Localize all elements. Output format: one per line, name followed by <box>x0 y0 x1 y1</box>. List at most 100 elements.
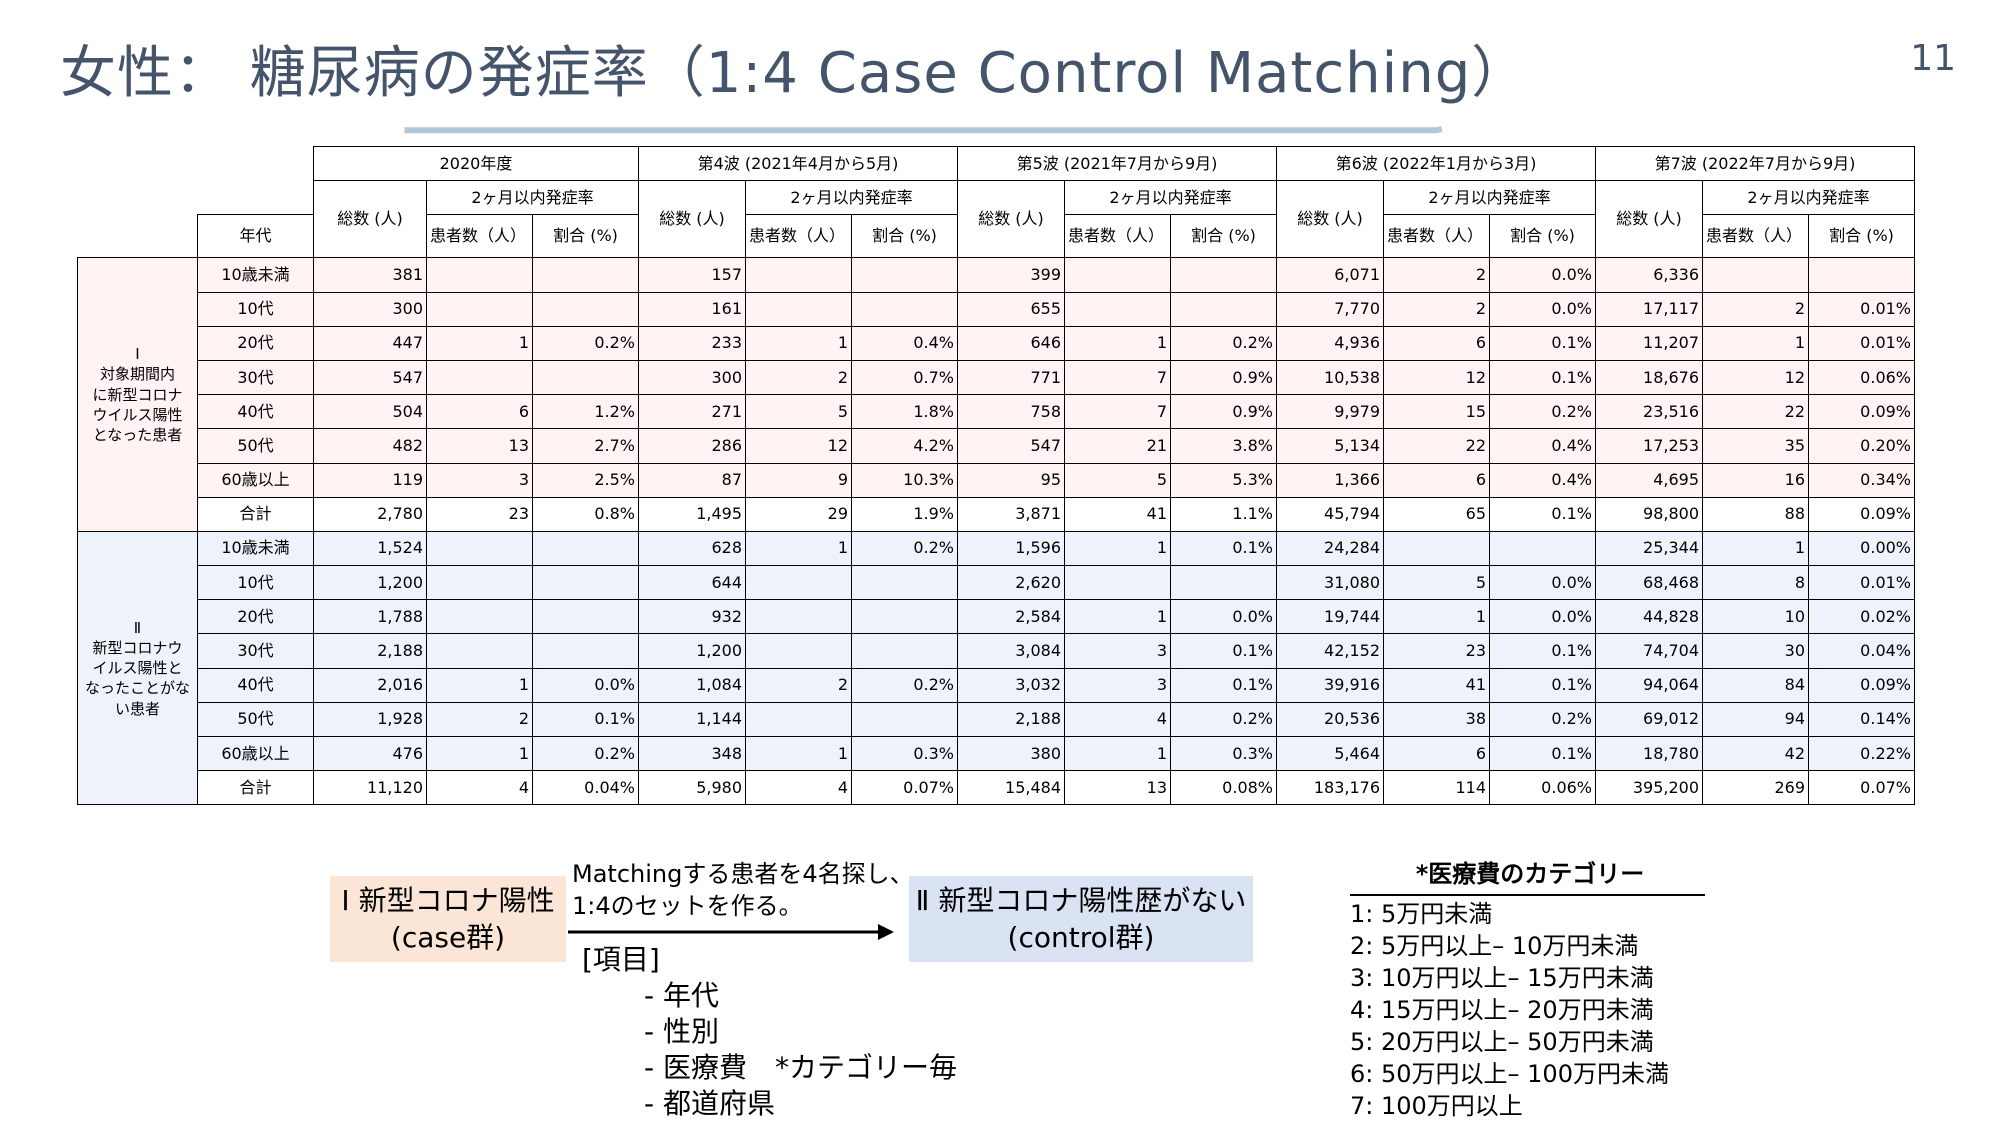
value-cell <box>426 633 533 669</box>
value-cell <box>745 257 852 293</box>
value-cell: 13 <box>1064 770 1171 806</box>
value-cell: 1 <box>426 667 533 703</box>
value-cell: 30 <box>1702 633 1809 669</box>
age-cell: 20代 <box>197 325 314 361</box>
group-label: Ⅰ 対象期間内 に新型コロナ ウイルス陽性 となった患者 <box>77 257 198 532</box>
table-row: 40代 504 6 1.2% 271 5 1.8% 758 7 0.9% 9,979 15 0.2% 23… <box>78 394 1915 430</box>
value-cell: 0.00% <box>1808 530 1915 567</box>
incidence-header: 2ヶ月以内発症率 <box>1383 180 1596 216</box>
value-cell <box>851 701 958 738</box>
age-cell: 30代 <box>197 633 314 669</box>
value-cell: 655 <box>957 291 1065 327</box>
value-cell: 0.4% <box>851 325 958 361</box>
value-cell: 0.07% <box>1808 770 1915 806</box>
header-blank <box>77 214 198 258</box>
value-cell: 12 <box>745 428 852 464</box>
patients-header: 患者数（人） <box>426 214 533 259</box>
value-cell: 4,936 <box>1276 325 1384 361</box>
value-cell: 0.3% <box>851 735 958 772</box>
value-cell: 447 <box>313 325 427 361</box>
value-cell: 0.07% <box>851 770 958 806</box>
incidence-header: 2ヶ月以内発症率 <box>426 180 639 216</box>
value-cell <box>532 359 639 396</box>
value-cell: 380 <box>957 735 1065 772</box>
cost-category-legend: *医療費のカテゴリー 1: 5万円未満 2: 5万円以上– 10万円未満 3: … <box>1350 858 1710 1122</box>
value-cell: 22 <box>1702 394 1809 430</box>
value-cell: 0.1% <box>1489 359 1596 396</box>
value-cell: 0.02% <box>1808 599 1915 635</box>
incidence-header: 2ヶ月以内発症率 <box>1064 180 1277 216</box>
age-cell: 50代 <box>197 428 314 464</box>
case-box-line1: Ⅰ 新型コロナ陽性 <box>341 884 555 917</box>
value-cell: 0.4% <box>1489 462 1596 498</box>
value-cell: 0.0% <box>1489 257 1596 293</box>
table-row: 10代 300 161 655 7,770 2 0.0% 17,117 2 0.01% <box>78 291 1915 327</box>
value-cell: 35 <box>1702 428 1809 464</box>
value-cell <box>1808 257 1915 293</box>
total-header: 総数 (人) <box>1276 180 1384 259</box>
value-cell: 13 <box>426 428 533 464</box>
ratio-header: 割合 (%) <box>1170 214 1277 259</box>
value-cell: 7,770 <box>1276 291 1384 327</box>
value-cell: 6 <box>1383 325 1490 361</box>
value-cell <box>1064 291 1171 327</box>
category-item: 5: 20万円以上– 50万円未満 <box>1350 1028 1654 1056</box>
category-divider <box>1350 894 1705 896</box>
category-item: 6: 50万円以上– 100万円未満 <box>1350 1060 1669 1088</box>
value-cell: 16 <box>1702 462 1809 498</box>
value-cell: 183,176 <box>1276 770 1384 806</box>
value-cell: 3 <box>1064 633 1171 669</box>
value-cell: 23 <box>1383 633 1490 669</box>
value-cell: 4.2% <box>851 428 958 464</box>
value-cell: 4 <box>745 770 852 806</box>
value-cell <box>851 257 958 293</box>
value-cell: 94,064 <box>1595 667 1703 703</box>
header-blank <box>77 180 314 215</box>
value-cell: 0.2% <box>1489 701 1596 738</box>
value-cell: 12 <box>1702 359 1809 396</box>
period-header: 第7波 (2022年7月から9月) <box>1595 145 1915 182</box>
value-cell: 0.2% <box>851 530 958 567</box>
value-cell: 0.7% <box>851 359 958 396</box>
table-row: 50代 1,928 2 0.1% 1,144 2,188 4 0.2% 20,536 38 0.2%… <box>78 701 1915 738</box>
value-cell: 41 <box>1064 496 1171 532</box>
value-cell: 1,788 <box>313 599 427 635</box>
value-cell: 1 <box>426 325 533 361</box>
table-row: 40代 2,016 1 0.0% 1,084 2 0.2% 3,032 3 0.1% 39,916 4… <box>78 667 1915 703</box>
value-cell: 0.06% <box>1808 359 1915 396</box>
value-cell: 0.2% <box>532 735 639 772</box>
value-cell: 0.1% <box>1170 633 1277 669</box>
value-cell: 2,780 <box>313 496 427 532</box>
value-cell: 17,117 <box>1595 291 1703 327</box>
value-cell: 1,495 <box>638 496 746 532</box>
value-cell: 9 <box>745 462 852 498</box>
age-cell: 60歳以上 <box>197 462 314 498</box>
value-cell: 22 <box>1383 428 1490 464</box>
value-cell: 0.9% <box>1170 394 1277 430</box>
value-cell <box>532 530 639 567</box>
age-cell: 10歳未満 <box>197 530 314 567</box>
period-header: 第5波 (2021年7月から9月) <box>957 145 1277 182</box>
value-cell: 1.8% <box>851 394 958 430</box>
value-cell: 88 <box>1702 496 1809 532</box>
value-cell: 0.2% <box>532 325 639 361</box>
value-cell: 0.01% <box>1808 325 1915 361</box>
value-cell: 31,080 <box>1276 565 1384 601</box>
table-row: 10代 1,200 644 2,620 31,080 5 0.0% 68,468 8 0.01% <box>78 565 1915 601</box>
value-cell: 4 <box>426 770 533 806</box>
ratio-header: 割合 (%) <box>1489 214 1596 259</box>
table-row: Ⅰ 対象期間内 に新型コロナ ウイルス陽性 となった患者 10歳未満 381 157 3… <box>77 257 1915 532</box>
total-header: 総数 (人) <box>638 180 746 259</box>
value-cell: 0.20% <box>1808 428 1915 464</box>
matching-description: Matchingする患者を4名探し、 1:4のセットを作る。 <box>572 858 914 922</box>
value-cell: 2.5% <box>532 462 639 498</box>
group-label: Ⅱ 新型コロナウ イルス陽性と なったことがな い患者 <box>77 530 198 806</box>
value-cell <box>426 530 533 567</box>
table-row: 30代 2,188 1,200 3,084 3 0.1% 42,152 23 0.1% 74,70… <box>78 633 1915 669</box>
value-cell: 11,207 <box>1595 325 1703 361</box>
value-cell: 5 <box>1383 565 1490 601</box>
value-cell: 1,084 <box>638 667 746 703</box>
value-cell: 1 <box>426 735 533 772</box>
value-cell: 10.3% <box>851 462 958 498</box>
matching-items-list: [項目] - 年代 - 性別 - 医療費 *カテゴリー毎 - 都道府県 <box>582 942 957 1122</box>
